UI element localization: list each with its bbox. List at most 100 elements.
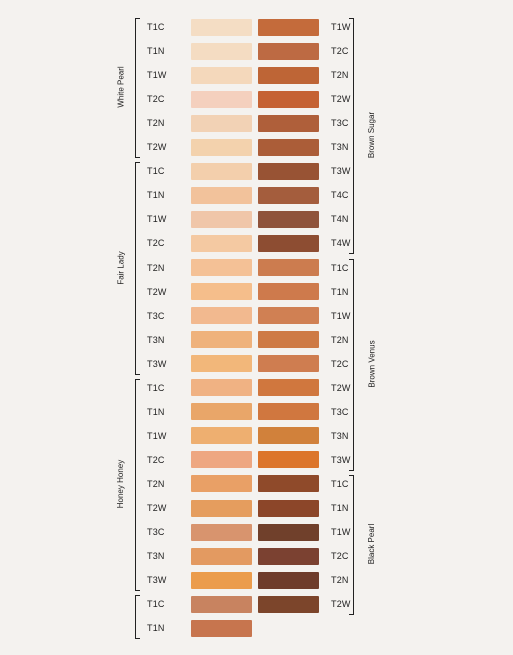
shade-code-label: T1C	[147, 599, 165, 610]
shade-code-label: T2C	[147, 238, 165, 249]
shade-code-label: T1W	[331, 22, 351, 32]
group-name-label: Honey Honey	[116, 459, 126, 509]
shade-code-label: T4C	[331, 190, 349, 201]
shade-swatch	[258, 523, 319, 541]
shade-code-label: T1N	[147, 46, 165, 57]
group-bracket	[135, 162, 140, 375]
shade-code-label: T1N	[147, 406, 165, 417]
shade-swatch	[191, 523, 252, 541]
shade-swatch	[258, 547, 319, 565]
shade-swatch	[191, 90, 252, 108]
shade-code-label: T1W	[147, 70, 167, 81]
shade-swatch	[258, 499, 319, 517]
shade-code-label: T1C	[147, 166, 165, 177]
shade-swatch	[191, 210, 252, 228]
shade-swatch	[191, 427, 252, 445]
shade-code-label: T3W	[331, 166, 351, 177]
shade-swatch	[191, 42, 252, 60]
shade-swatch	[258, 66, 319, 84]
shade-code-label: T3N	[331, 142, 349, 153]
shade-code-label: T3W	[147, 358, 167, 369]
shade-swatch	[258, 18, 319, 36]
shade-code-label: T3W	[147, 575, 167, 586]
shade-swatch	[191, 138, 252, 156]
shade-swatch	[258, 355, 319, 373]
shade-swatch	[258, 331, 319, 349]
group-bracket	[135, 595, 140, 640]
shade-swatch	[191, 595, 252, 613]
group-name-label: White Pearl	[116, 66, 126, 108]
shade-code-label: T1W	[331, 310, 351, 321]
group-name-label: Black Pearl	[367, 523, 377, 565]
shade-swatch	[191, 186, 252, 204]
group-bracket	[349, 474, 354, 616]
shade-code-label: T2N	[331, 575, 349, 586]
shade-swatch	[258, 90, 319, 108]
shade-swatch	[258, 379, 319, 397]
shade-swatch	[191, 451, 252, 469]
shade-code-label: T1N	[331, 503, 349, 513]
shade-code-label: T3W	[331, 454, 351, 465]
shade-code-label: T3C	[331, 406, 349, 417]
shade-swatch	[258, 114, 319, 132]
shade-swatch	[258, 571, 319, 589]
shade-code-label: T3C	[147, 527, 165, 538]
shade-swatch	[258, 162, 319, 180]
shade-code-label: T2N	[147, 478, 165, 489]
shade-swatch	[258, 307, 319, 325]
shade-code-label: T3N	[147, 551, 165, 562]
shade-code-label: T2C	[331, 551, 349, 562]
shade-swatch	[191, 355, 252, 373]
shade-swatch	[191, 499, 252, 517]
shade-code-label: T1C	[331, 262, 349, 273]
shade-code-label: T3C	[331, 118, 349, 129]
shade-code-label: T2W	[147, 503, 167, 513]
shade-swatch	[191, 162, 252, 180]
shade-swatch	[191, 234, 252, 252]
shade-code-label: T3C	[147, 310, 165, 321]
shade-swatch	[258, 234, 319, 252]
shade-swatch	[191, 18, 252, 36]
shade-code-label: T2N	[147, 118, 165, 129]
shade-code-label: T2N	[331, 334, 349, 345]
shade-code-label: T3N	[331, 430, 349, 441]
shade-code-label: T2W	[147, 286, 167, 297]
shade-swatch	[191, 379, 252, 397]
shade-code-label: T2W	[147, 142, 167, 153]
shade-swatch	[191, 307, 252, 325]
shade-code-label: T2C	[331, 46, 349, 57]
shade-code-label: T2C	[331, 358, 349, 369]
shade-swatch	[258, 595, 319, 613]
group-name-label: Brown Venus	[367, 340, 377, 388]
group-name-label: Fair Lady	[116, 250, 126, 285]
shade-code-label: T1C	[147, 382, 165, 393]
shade-swatch	[191, 331, 252, 349]
shade-swatch	[191, 66, 252, 84]
shade-swatch	[191, 283, 252, 301]
shade-code-label: T2C	[147, 94, 165, 105]
shade-swatch	[258, 259, 319, 276]
shade-code-label: T2N	[147, 262, 165, 273]
shade-swatch	[258, 475, 319, 493]
shade-code-label: T2W	[331, 94, 351, 105]
group-bracket	[135, 18, 140, 159]
shade-swatch	[258, 210, 319, 228]
shade-swatch	[191, 619, 252, 637]
shade-code-label: T4W	[331, 238, 351, 249]
shade-code-label: T2W	[331, 382, 351, 393]
shade-code-label: T2C	[147, 454, 165, 465]
shade-code-label: T1N	[331, 286, 349, 297]
shade-swatch	[191, 475, 252, 493]
shade-swatch	[258, 138, 319, 156]
group-name-label: Brown Sugar	[367, 112, 377, 159]
shade-code-label: T1W	[331, 527, 351, 538]
shade-code-label: T1C	[147, 22, 165, 32]
shade-code-label: T2W	[331, 599, 351, 610]
shade-swatch	[191, 547, 252, 565]
shade-swatch	[258, 42, 319, 60]
group-bracket	[349, 258, 354, 471]
shade-swatch	[191, 259, 252, 276]
shade-code-label: T1W	[147, 214, 167, 225]
group-bracket	[135, 378, 140, 592]
